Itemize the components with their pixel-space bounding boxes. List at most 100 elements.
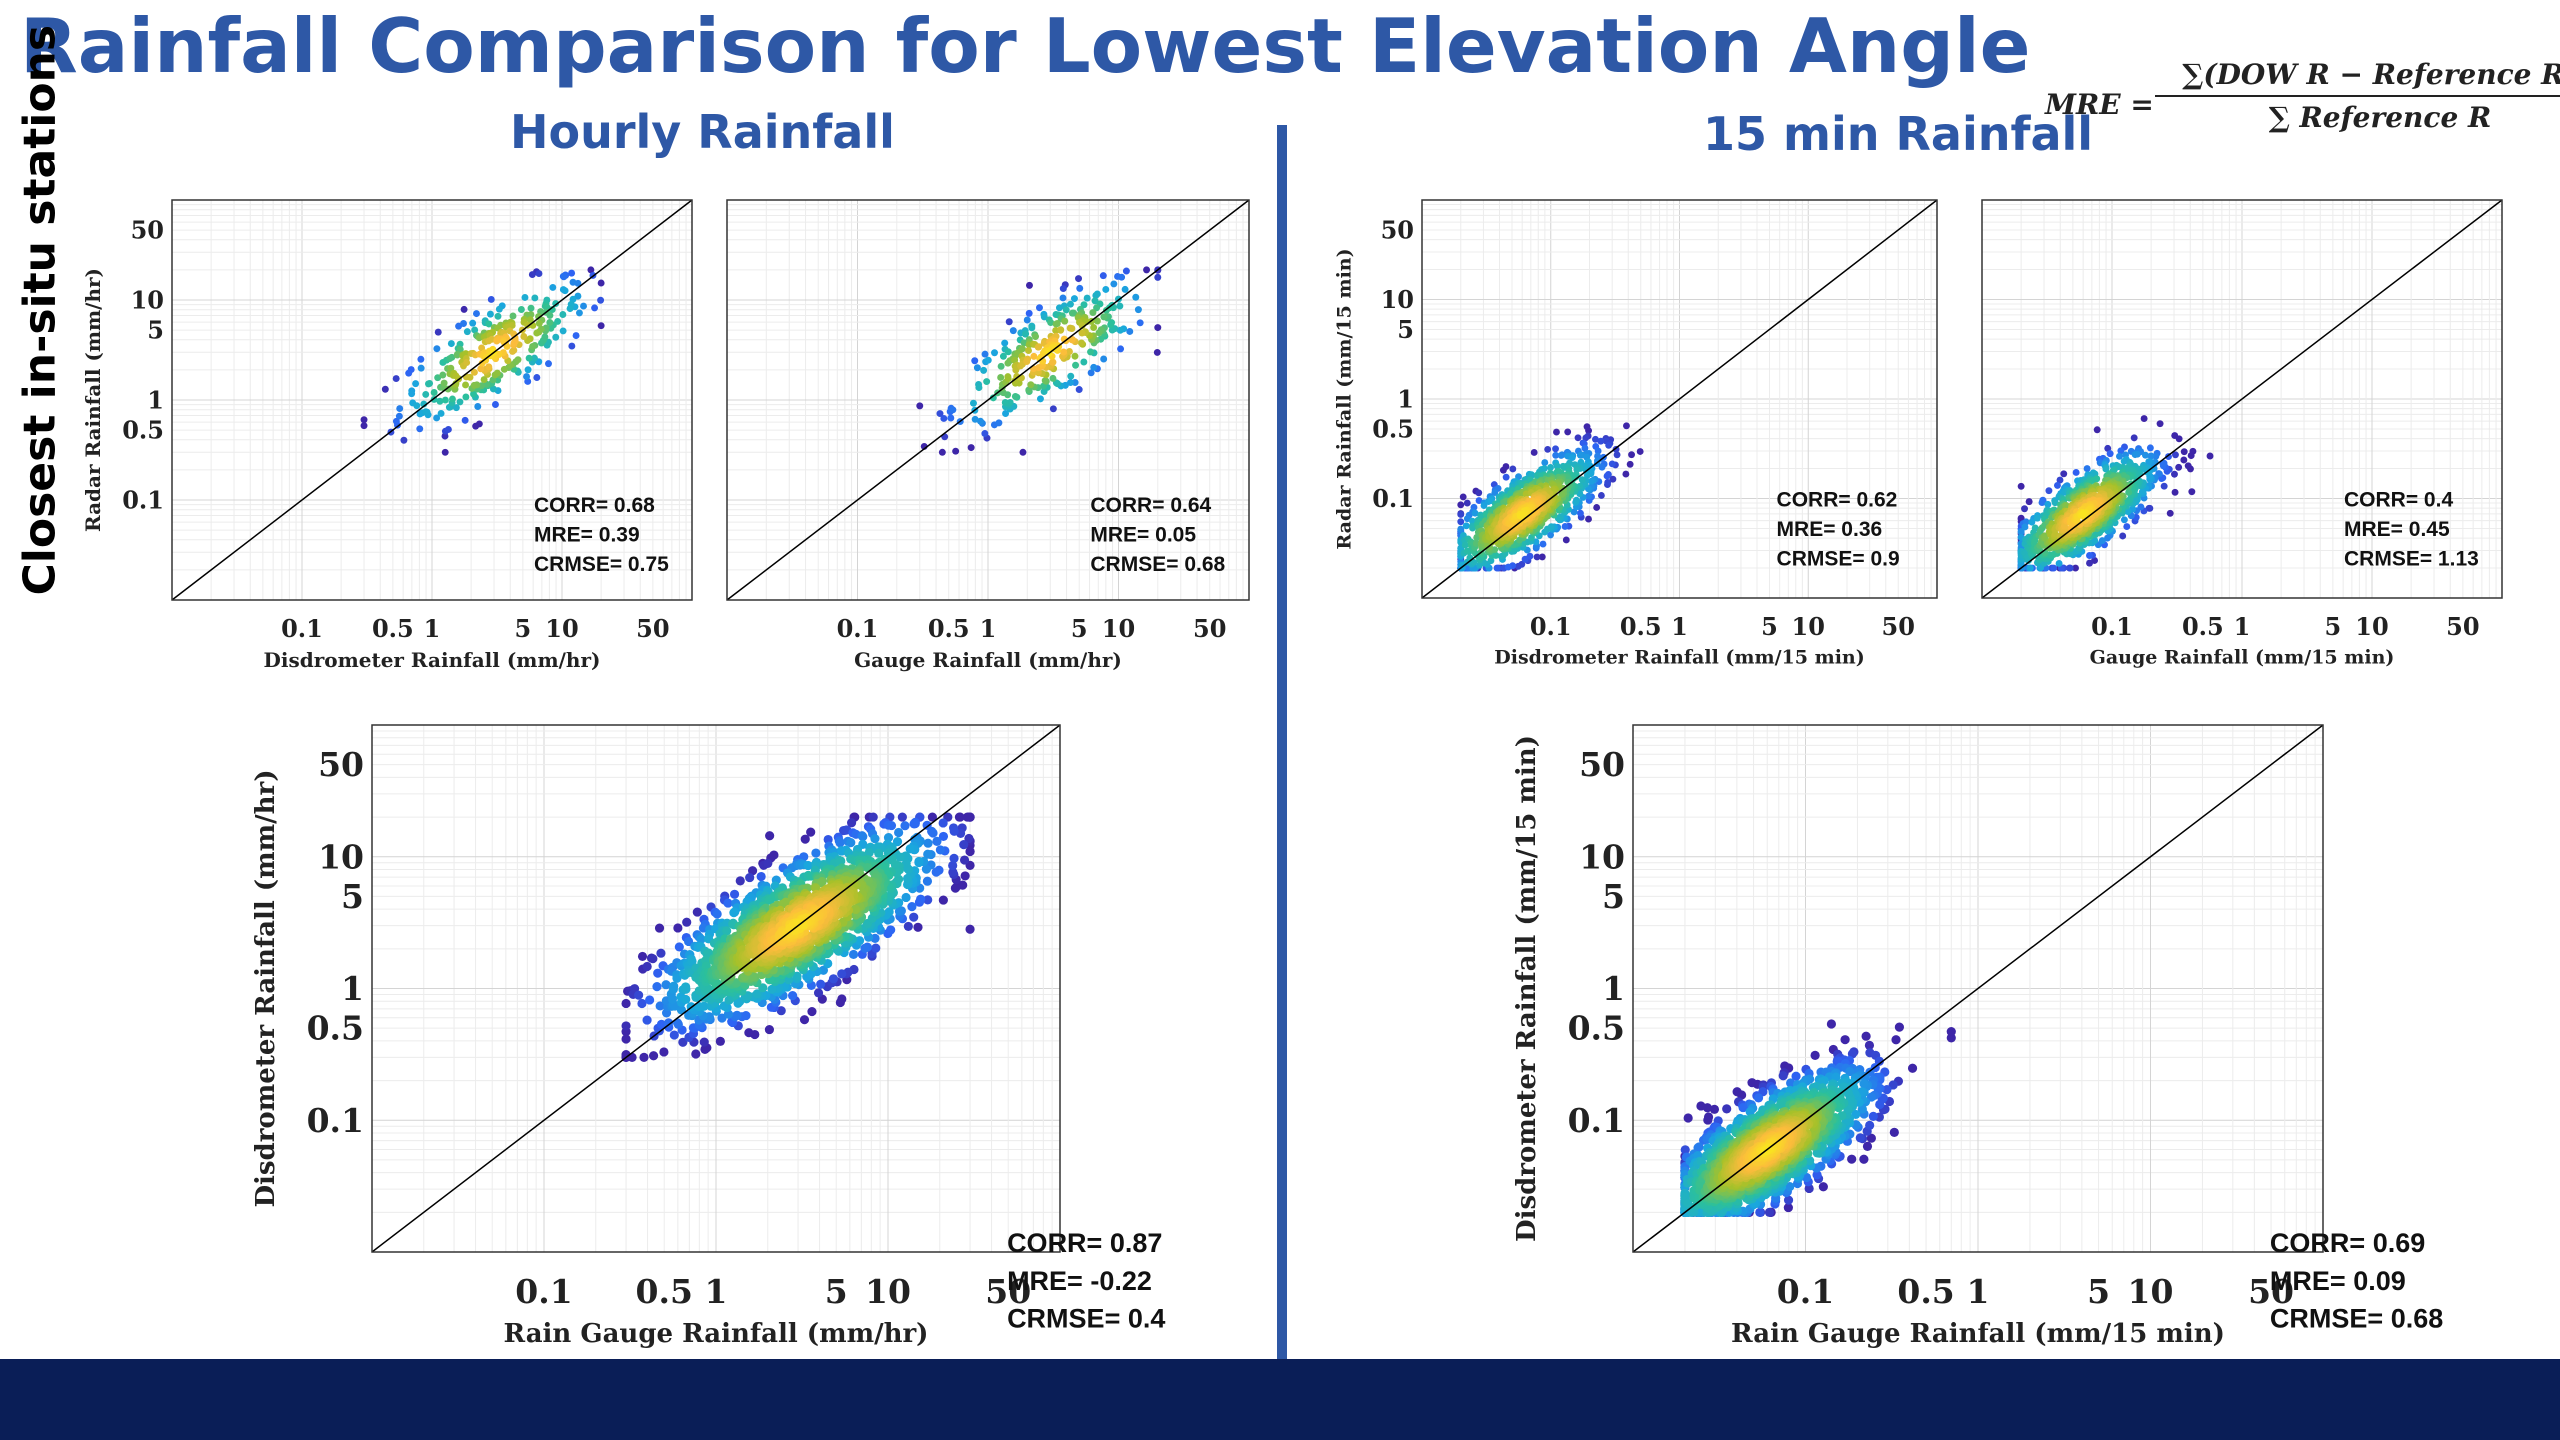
- data-point: [413, 402, 421, 410]
- data-point: [735, 876, 745, 886]
- data-point: [1059, 285, 1067, 293]
- data-point: [1102, 285, 1110, 293]
- data-point: [2106, 450, 2114, 458]
- data-point: [434, 328, 442, 336]
- x-tick-label: 0.5: [372, 614, 414, 643]
- data-point: [1709, 1104, 1720, 1114]
- x-tick-label: 0.1: [515, 1272, 572, 1311]
- data-point: [2086, 559, 2093, 567]
- data-point: [1025, 309, 1033, 317]
- data-point: [1107, 321, 1115, 329]
- data-point: [2188, 488, 2196, 496]
- data-point: [495, 305, 503, 313]
- data-point: [1004, 375, 1012, 383]
- data-point: [729, 889, 740, 899]
- data-point: [1117, 345, 1125, 353]
- data-point: [789, 925, 799, 935]
- stat-crmse: CRMSE= 1.13: [2344, 547, 2479, 570]
- data-point: [969, 399, 977, 407]
- data-point: [947, 414, 955, 422]
- data-point: [668, 984, 678, 994]
- data-point: [597, 296, 605, 304]
- y-tick-label: 1: [341, 969, 364, 1008]
- data-point: [552, 333, 560, 341]
- data-point: [1553, 462, 1561, 470]
- data-point: [637, 998, 647, 1009]
- plot-frame: [726, 199, 1250, 601]
- data-point: [1552, 445, 1559, 453]
- data-point: [860, 943, 870, 953]
- data-point: [699, 1037, 709, 1047]
- data-point: [1122, 267, 1130, 275]
- data-point: [914, 857, 924, 868]
- data-point: [1866, 1133, 1876, 1143]
- data-point: [1092, 291, 1100, 299]
- data-point: [1843, 1088, 1853, 1098]
- data-point: [1006, 398, 1014, 406]
- data-point: [500, 365, 508, 373]
- x-axis-label: Gauge Rainfall (mm/hr): [854, 648, 1122, 672]
- data-point: [997, 373, 1005, 381]
- data-point: [2145, 458, 2153, 466]
- data-point: [2102, 465, 2110, 473]
- data-point: [456, 398, 464, 406]
- data-point: [1062, 306, 1070, 314]
- x-tick-label: 10: [1102, 614, 1135, 643]
- data-point: [886, 821, 897, 831]
- data-point: [1065, 348, 1073, 356]
- data-point: [2028, 518, 2036, 526]
- data-point: [1521, 555, 1529, 563]
- data-point: [905, 844, 915, 854]
- data-point: [440, 379, 448, 387]
- data-point: [1457, 525, 1465, 533]
- data-point: [422, 390, 430, 398]
- data-point: [913, 922, 923, 932]
- x-tick-label: 0.5: [636, 1272, 693, 1311]
- x-tick-label: 5: [825, 1272, 848, 1311]
- stat-corr: CORR= 0.62: [1777, 488, 1898, 511]
- data-point: [864, 848, 874, 858]
- data-point: [441, 396, 449, 404]
- y-tick-label: 5: [1397, 315, 1414, 344]
- data-point: [1861, 1031, 1871, 1041]
- data-point: [967, 444, 975, 452]
- x-tick-label: 10: [545, 614, 578, 643]
- data-point: [1840, 1035, 1850, 1045]
- y-tick-label: 50: [131, 216, 164, 245]
- data-point: [1865, 1120, 1875, 1130]
- data-point: [1588, 477, 1595, 485]
- data-point: [648, 1051, 659, 1061]
- data-point: [470, 390, 477, 398]
- data-point: [1547, 464, 1554, 471]
- data-point: [2160, 482, 2168, 490]
- data-point: [2166, 509, 2174, 517]
- data-point: [648, 954, 658, 964]
- data-point: [1080, 358, 1088, 366]
- data-point: [1049, 405, 1057, 413]
- hourly-section-title: Hourly Rainfall: [510, 105, 895, 159]
- data-point: [1722, 1104, 1732, 1114]
- data-point: [1087, 369, 1095, 377]
- data-point: [2138, 488, 2146, 496]
- x-tick-label: 10: [1792, 612, 1825, 641]
- data-point: [900, 821, 910, 831]
- data-point: [659, 1047, 669, 1057]
- data-point: [1597, 492, 1605, 499]
- data-point: [447, 340, 455, 348]
- data-point: [858, 832, 868, 842]
- data-point: [447, 364, 455, 372]
- data-point: [452, 404, 460, 412]
- data-point: [2124, 508, 2132, 515]
- data-point: [691, 1049, 701, 1059]
- data-point: [676, 1005, 687, 1015]
- data-point: [807, 1006, 817, 1017]
- data-point: [1778, 1071, 1788, 1081]
- y-tick-label: 0.5: [1372, 414, 1414, 443]
- data-point: [530, 354, 538, 362]
- data-point: [549, 283, 557, 291]
- data-point: [400, 436, 408, 444]
- x-tick-label: 0.1: [837, 614, 879, 643]
- one-to-one-line: [726, 199, 1250, 601]
- data-point: [463, 359, 471, 366]
- data-point: [470, 381, 478, 389]
